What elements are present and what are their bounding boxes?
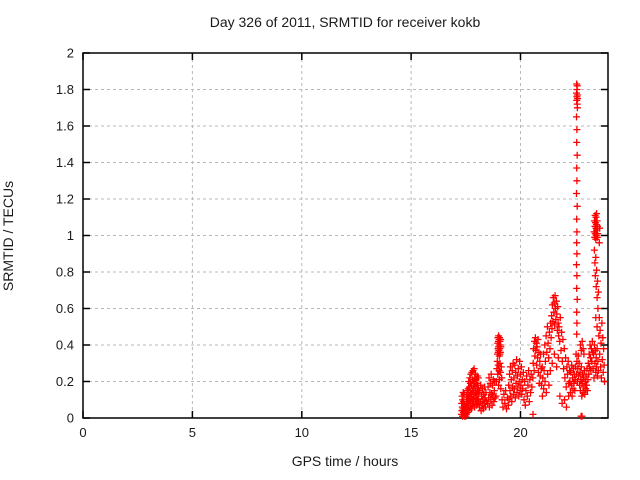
generated-plot: 0 5 10 15 20 0 0.2 0.4 0.6 0.8 1 1.2 1.4 1.6 1.8 2 [56,46,609,441]
y-tick-label: 2 [67,46,74,61]
y-tick-label: 1.6 [56,119,74,134]
y-tick-label: 0 [67,411,74,426]
x-tick-label: 15 [404,425,418,440]
x-tick-label: 0 [79,425,86,440]
y-tick-label: 1 [67,228,74,243]
x-tick-label: 20 [513,425,527,440]
chart-title: Day 326 of 2011, SRMTID for receiver kok… [210,14,481,30]
x-tick-label: 5 [189,425,196,440]
y-tick-label: 1.2 [56,192,74,207]
y-tick-label: 0.6 [56,301,74,316]
y-tick-label: 1.4 [56,155,74,170]
x-tick-label: 10 [295,425,309,440]
plot-border [82,52,609,419]
y-axis-label: SRMTID / TECUs [0,181,16,291]
x-axis-label: GPS time / hours [292,453,399,469]
y-tick-label: 0.4 [56,338,74,353]
tick-labels: 0 5 10 15 20 0 0.2 0.4 0.6 0.8 1 1.2 1.4 1.6 1.8 2 [56,46,528,441]
y-tick-label: 1.8 [56,82,74,97]
y-tick-label: 0.2 [56,374,74,389]
y-tick-label: 0.8 [56,265,74,280]
grid-layer [83,53,608,418]
data-points-SRMTID [457,80,608,420]
